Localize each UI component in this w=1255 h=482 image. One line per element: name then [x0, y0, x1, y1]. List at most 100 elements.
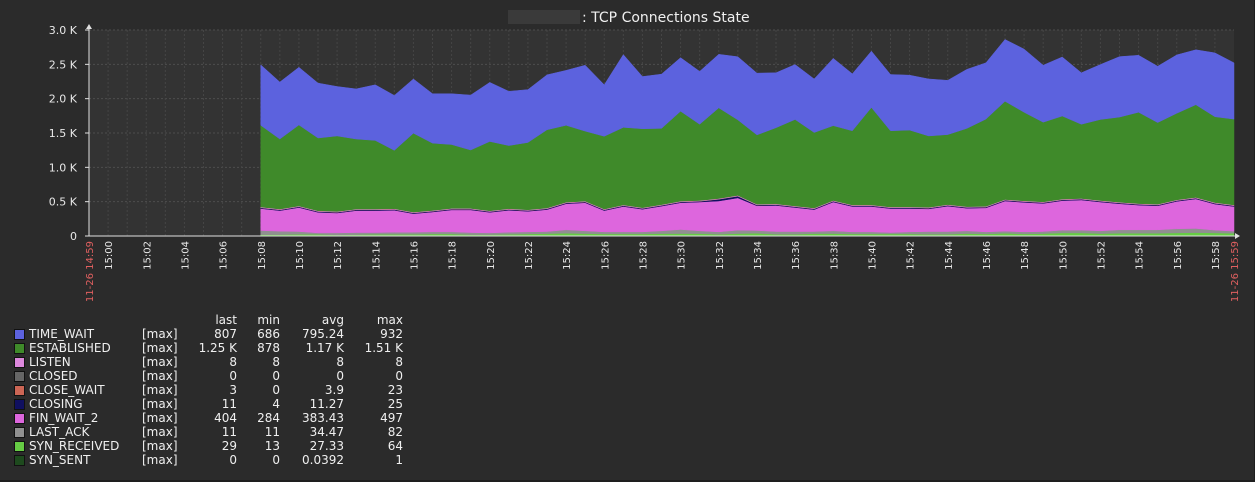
legend-series-name: FIN_WAIT_2	[29, 411, 99, 425]
legend-max: 1	[395, 453, 403, 467]
legend-min: 0	[272, 383, 280, 397]
legend-last: 0	[229, 453, 237, 467]
legend-function: [max]	[142, 341, 178, 355]
legend-last: 8	[229, 355, 237, 369]
legend-swatch	[14, 357, 25, 368]
legend-function: [max]	[142, 411, 178, 425]
y-tick-label: 2.0 K	[49, 93, 78, 106]
legend-avg: 27.33	[309, 439, 344, 453]
x-tick-label: 15:46	[982, 241, 993, 270]
x-tick-label: 15:48	[1020, 241, 1031, 270]
x-tick-label: 15:36	[791, 241, 802, 270]
legend-min: 878	[257, 341, 280, 355]
legend-swatch	[14, 399, 25, 410]
legend-avg: 0.0392	[302, 453, 344, 467]
y-tick-labels: 0 0.5 K 1.0 K 1.5 K 2.0 K 2.5 K 3.0 K	[49, 24, 89, 243]
x-tick-label: 15:52	[1096, 241, 1107, 270]
y-tick-label: 2.5 K	[49, 58, 78, 71]
legend-min: 0	[272, 369, 280, 383]
x-tick-label: 15:38	[829, 241, 840, 270]
x-tick-label: 15:24	[562, 241, 573, 270]
legend-row-time-wait: TIME_WAIT [max] 807 686 795.24 932	[12, 327, 412, 341]
x-axis-arrow	[1235, 233, 1240, 239]
legend-row-syn-sent: SYN_SENT [max] 0 0 0.0392 1	[12, 453, 412, 467]
x-tick-label: 15:34	[753, 241, 764, 270]
legend-avg: 34.47	[309, 425, 344, 439]
legend-series-name: SYN_RECEIVED	[29, 439, 120, 453]
x-tick-labels: 11-26 14:59 15:00 15:02 15:04 15:06 15:08 15:1…	[85, 241, 1241, 302]
legend-function: [max]	[142, 369, 178, 383]
x-tick-label: 15:04	[180, 241, 191, 270]
legend-swatch	[14, 343, 25, 354]
legend-max: 932	[380, 327, 403, 341]
x-tick-label: 15:12	[333, 241, 344, 270]
legend-min: 686	[257, 327, 280, 341]
legend-avg: 3.9	[324, 383, 344, 397]
legend-function: [max]	[142, 425, 178, 439]
y-tick-label: 1.5 K	[49, 127, 78, 140]
x-tick-label: 15:42	[906, 241, 917, 270]
legend-header-min: min	[257, 313, 280, 327]
x-tick-label: 15:22	[524, 241, 535, 270]
legend-avg: 1.17 K	[305, 341, 344, 355]
legend-header-last: last	[215, 313, 237, 327]
x-tick-label: 15:44	[944, 241, 955, 270]
legend-swatch	[14, 427, 25, 438]
legend-avg: 8	[336, 355, 344, 369]
y-tick-label: 0.5 K	[49, 196, 78, 209]
legend-function: [max]	[142, 453, 178, 467]
legend-function: [max]	[142, 355, 178, 369]
legend-swatch	[14, 413, 25, 424]
legend-min: 284	[257, 411, 280, 425]
legend-row-syn-received: SYN_RECEIVED [max] 29 13 27.33 64	[12, 439, 412, 453]
legend-swatch	[14, 455, 25, 466]
redacted-hostname	[508, 10, 580, 24]
x-start-label: 11-26 14:59	[85, 241, 96, 302]
y-tick-label: 3.0 K	[49, 24, 78, 37]
legend-max: 1.51 K	[364, 341, 403, 355]
legend-function: [max]	[142, 397, 178, 411]
legend-header-avg: avg	[321, 313, 344, 327]
area-time-wait	[260, 39, 1235, 151]
legend-max: 64	[387, 439, 403, 453]
legend-row-established: ESTABLISHED [max] 1.25 K 878 1.17 K 1.51 K	[12, 341, 412, 355]
legend-swatch	[14, 385, 25, 396]
x-tick-label: 15:28	[638, 241, 649, 270]
legend-min: 11	[264, 425, 280, 439]
legend-row-fin-wait-2: FIN_WAIT_2 [max] 404 284 383.43 497	[12, 411, 412, 425]
legend-series-name: TIME_WAIT	[29, 327, 95, 341]
legend-last: 29	[221, 439, 237, 453]
legend-series-name: CLOSED	[29, 369, 78, 383]
legend-max: 23	[387, 383, 403, 397]
x-end-label: 11-26 15:59	[1230, 241, 1241, 302]
legend-last: 807	[214, 327, 237, 341]
legend-series-name: LISTEN	[29, 355, 71, 369]
legend-last: 11	[221, 397, 237, 411]
x-tick-label: 15:18	[448, 241, 459, 270]
legend-row-last-ack: LAST_ACK [max] 11 11 34.47 82	[12, 425, 412, 439]
legend-min: 0	[272, 453, 280, 467]
legend-row-closed: CLOSED [max] 0 0 0 0	[12, 369, 412, 383]
x-tick-label: 15:32	[715, 241, 726, 270]
series-areas	[260, 39, 1235, 237]
legend-avg: 11.27	[309, 397, 344, 411]
legend-function: [max]	[142, 327, 178, 341]
x-tick-label: 15:30	[677, 241, 688, 270]
x-tick-label: 15:50	[1058, 241, 1069, 270]
legend-function: [max]	[142, 439, 178, 453]
x-tick-label: 15:58	[1211, 241, 1222, 270]
legend-swatch	[14, 441, 25, 452]
legend-row-close-wait: CLOSE_WAIT [max] 3 0 3.9 23	[12, 383, 412, 397]
legend-min: 13	[264, 439, 280, 453]
legend-row-listen: LISTEN [max] 8 8 8 8	[12, 355, 412, 369]
x-tick-label: 15:54	[1135, 241, 1146, 270]
x-tick-label: 15:56	[1173, 241, 1184, 270]
legend-swatch	[14, 329, 25, 340]
x-tick-label: 15:26	[600, 241, 611, 270]
legend-avg: 383.43	[302, 411, 344, 425]
x-tick-label: 15:02	[142, 241, 153, 270]
y-tick-label: 1.0 K	[49, 161, 78, 174]
legend-row-closing: CLOSING [max] 11 4 11.27 25	[12, 397, 412, 411]
legend-series-name: CLOSING	[29, 397, 83, 411]
